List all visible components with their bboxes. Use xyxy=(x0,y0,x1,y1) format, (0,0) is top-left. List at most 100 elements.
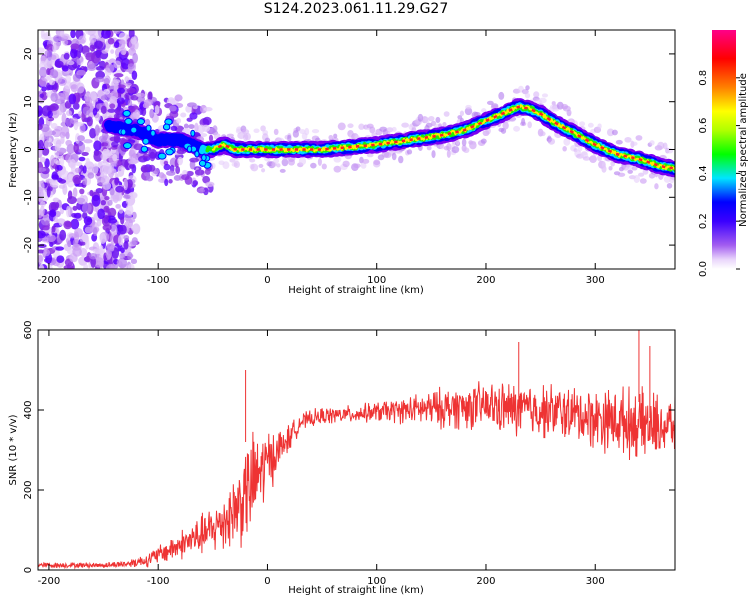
colorbar: 0.0 0.2 0.4 0.6 0.8 Normalized spectral ampl… xyxy=(698,30,749,277)
spectrogram-ridge-peak xyxy=(592,142,597,147)
spectrogram-noise-blob xyxy=(113,30,121,35)
spectrogram-halo-blob xyxy=(276,163,281,168)
spectrogram-noise-blob xyxy=(74,122,84,127)
spectrogram-x-axis-label: Height of straight line (km) xyxy=(288,285,424,296)
spectrogram-noise-blob xyxy=(38,196,44,203)
spectrogram-noise-blob xyxy=(92,227,98,237)
spectrogram-noise-blob xyxy=(103,205,110,213)
spectrogram-noise-blob xyxy=(49,181,59,188)
spectrogram-noise-blob xyxy=(73,212,82,219)
spectrogram-scatter-blob xyxy=(203,106,213,112)
spectrogram-noise-blob xyxy=(76,82,85,94)
snr-x-tick-label: 100 xyxy=(367,576,386,587)
spectrogram-scatter-blob xyxy=(101,142,109,147)
spectrogram-scatter-blob xyxy=(148,164,156,172)
spectrogram-noise-blob xyxy=(74,161,83,166)
spectrogram-halo-blob xyxy=(212,125,218,133)
spectrogram-noise-blob xyxy=(77,135,85,142)
spectrogram-noise-blob xyxy=(118,224,127,235)
spectrogram-noise-blob xyxy=(113,41,120,49)
spectrogram-core-blob xyxy=(162,123,171,131)
spectrogram-x-tick-label: 200 xyxy=(476,275,495,286)
spectrogram-halo-blob xyxy=(398,155,404,164)
spectrogram-scatter-blob xyxy=(109,96,118,104)
spectrogram-noise-blob xyxy=(101,49,109,54)
spectrogram-halo-blob xyxy=(253,128,260,134)
spectrogram-noise-blob xyxy=(44,140,50,149)
spectrogram-halo-blob xyxy=(304,127,310,136)
spectrogram-noise-blob xyxy=(60,125,70,137)
snr-y-tick-label: 200 xyxy=(23,480,34,499)
spectrogram-noise-blob xyxy=(131,211,137,220)
spectrogram-halo-blob xyxy=(440,145,445,150)
spectrogram-scatter-blob xyxy=(168,179,173,184)
spectrogram-halo-blob xyxy=(615,139,623,145)
spectrogram-noise-blob xyxy=(89,252,98,260)
spectrogram-halo-blob xyxy=(513,125,521,132)
spectrogram-halo-blob xyxy=(663,175,671,183)
spectrogram-halo-blob xyxy=(649,140,655,146)
spectrogram-noise-blob xyxy=(114,177,119,186)
spectrogram-halo-blob xyxy=(373,159,381,166)
spectrogram-scatter-blob xyxy=(135,92,146,98)
spectrogram-noise-blob xyxy=(63,220,72,230)
spectrogram-halo-blob xyxy=(273,158,280,164)
spectrogram-y-tick-label: 10 xyxy=(23,95,34,108)
spectrogram-noise-blob xyxy=(83,139,93,144)
spectrogram-noise-blob xyxy=(99,233,107,244)
spectrogram-noise-blob xyxy=(40,33,50,40)
spectrogram-halo-blob xyxy=(292,130,300,138)
spectrogram-scatter-blob xyxy=(186,102,197,108)
spectrogram-halo-blob xyxy=(406,149,413,155)
spectrogram-ridge-peak xyxy=(623,154,628,158)
spectrogram-halo-blob xyxy=(347,123,354,129)
spectrogram-halo-blob xyxy=(250,163,259,172)
snr-y-tick-label: 400 xyxy=(23,400,34,419)
spectrogram-core-blob xyxy=(145,124,152,132)
spectrogram-scatter-blob xyxy=(202,124,211,132)
spectrogram-noise-blob xyxy=(49,103,59,111)
spectrogram-noise-blob xyxy=(115,203,122,209)
spectrogram-halo-blob xyxy=(465,104,472,110)
spectrogram-noise-blob xyxy=(103,214,110,224)
spectrogram-noise-blob xyxy=(56,255,65,264)
spectrogram-noise-blob xyxy=(67,174,72,182)
spectrogram-halo-blob xyxy=(287,134,292,142)
spectrogram-noise-blob xyxy=(38,139,44,150)
spectrogram-core-blob xyxy=(157,152,167,160)
spectrogram-noise-blob xyxy=(127,263,135,269)
spectrogram-halo-blob xyxy=(328,134,334,141)
spectrogram-noise-blob xyxy=(94,124,100,136)
spectrogram-noise-blob xyxy=(78,156,86,162)
spectrogram-halo-blob xyxy=(281,158,289,167)
spectrogram-noise-blob xyxy=(76,196,87,205)
spectrogram-halo-blob xyxy=(633,175,640,183)
spectrogram-core-blob xyxy=(201,154,207,162)
spectrogram-halo-blob xyxy=(524,92,531,99)
spectrogram-halo-blob xyxy=(459,110,465,117)
spectrogram-ridge-peak xyxy=(217,144,223,149)
spectrogram-core-blob xyxy=(136,118,145,126)
spectrogram-noise-blob xyxy=(115,185,124,193)
colorbar-tick-label: 0.0 xyxy=(698,261,709,277)
colorbar-tick-label: 0.8 xyxy=(698,70,709,86)
spectrogram-noise-blob xyxy=(65,139,72,147)
snr-x-tick-label: 200 xyxy=(476,576,495,587)
spectrogram-halo-blob xyxy=(442,121,447,128)
spectrogram-scatter-blob xyxy=(188,124,195,130)
spectrogram-noise-blob xyxy=(102,181,112,190)
spectrogram-noise-blob xyxy=(67,190,73,200)
spectrogram-scatter-blob xyxy=(180,112,187,118)
spectrogram-noise-blob xyxy=(38,123,43,131)
spectrogram-noise-blob xyxy=(83,263,89,269)
spectrogram-halo-blob xyxy=(261,168,266,173)
spectrogram-noise-blob xyxy=(53,34,62,43)
spectrogram-halo-blob xyxy=(579,121,586,127)
snr-x-tick-label: 0 xyxy=(264,576,270,587)
spectrogram-halo-blob xyxy=(654,183,659,190)
spectrogram-scatter-blob xyxy=(168,105,177,112)
spectrogram-scatter-blob xyxy=(192,180,199,186)
spectrogram-scatter-blob xyxy=(109,136,118,142)
spectrogram-noise-blob xyxy=(84,146,91,153)
spectrogram-halo-blob xyxy=(298,157,307,166)
